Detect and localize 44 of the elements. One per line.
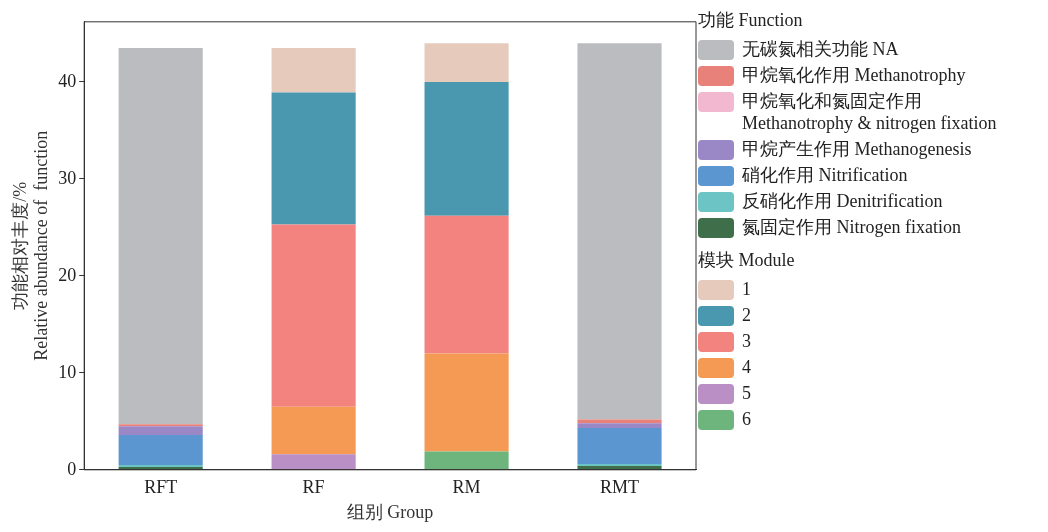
y-tick-label: 30 (58, 167, 77, 188)
bar (424, 43, 509, 82)
legend-title: 功能 Function (698, 9, 804, 32)
bar (424, 215, 509, 354)
x-tick-label: RF (302, 477, 325, 498)
x-tick-label: RMT (600, 477, 640, 498)
legend-label: 甲烷产生作用 Methanogenesis (742, 138, 972, 160)
y-tick-label: 20 (58, 264, 77, 285)
bar (577, 465, 662, 470)
legend-label: 6 (742, 408, 751, 430)
legend-label: 甲烷氧化作用 Methanotrophy (742, 64, 966, 86)
bar (577, 43, 662, 420)
bar (424, 353, 509, 452)
text: 模块 Module (698, 249, 796, 272)
x-tick-label: RFT (144, 477, 178, 498)
y-axis-title: 功能相对丰度/% Relative abundance of function (9, 130, 52, 361)
legend-label: 反硝化作用 Denitrification (742, 190, 943, 212)
bar (118, 426, 203, 435)
legend-label: 3 (742, 330, 751, 352)
legend-label: 甲烷氧化和氮固定作用 Methanotrophy & nitrogen fixation (742, 90, 997, 134)
bar (118, 47, 203, 425)
legend-label: 1 (742, 278, 751, 300)
x-tick-label: RM (452, 477, 481, 498)
bar (271, 454, 356, 470)
bar (577, 423, 662, 429)
legend-label: 4 (742, 356, 751, 378)
x-axis-title: 组别 Group (346, 501, 434, 522)
bar (424, 81, 509, 216)
legend-label: 无碳氮相关功能 NA (742, 38, 899, 60)
bar (271, 92, 356, 225)
bar (271, 406, 356, 455)
bar (271, 224, 356, 407)
legend-label: 5 (742, 382, 751, 404)
bar (577, 428, 662, 464)
bar (424, 451, 509, 470)
y-tick-label: 40 (58, 70, 77, 91)
bar (118, 434, 203, 465)
legend-label: 2 (742, 304, 751, 326)
legend-label: 硝化作用 Nitrification (742, 164, 908, 186)
y-tick-label: 10 (58, 361, 77, 382)
y-tick-label: 0 (67, 458, 77, 479)
bar (577, 419, 662, 424)
bar (271, 47, 356, 93)
legend-label: 氮固定作用 Nitrogen fixation (742, 216, 961, 238)
